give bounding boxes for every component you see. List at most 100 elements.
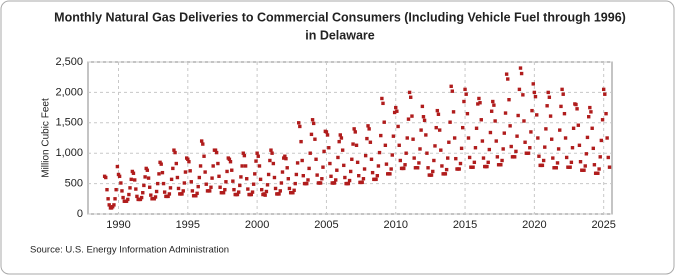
point bbox=[306, 178, 310, 182]
point bbox=[462, 99, 466, 104]
point bbox=[589, 110, 593, 114]
point bbox=[162, 190, 167, 194]
point bbox=[235, 192, 240, 197]
point bbox=[504, 72, 509, 76]
point bbox=[545, 104, 549, 108]
point bbox=[243, 164, 248, 168]
point bbox=[478, 101, 482, 105]
point bbox=[153, 195, 158, 199]
point bbox=[130, 169, 135, 174]
point bbox=[600, 118, 605, 122]
point bbox=[182, 181, 187, 185]
chart-title: in Delaware bbox=[305, 28, 375, 42]
point bbox=[147, 185, 152, 189]
point bbox=[231, 179, 235, 183]
y-axis-label: Million Cubic Feet bbox=[41, 98, 52, 178]
point bbox=[335, 168, 339, 172]
point bbox=[495, 155, 500, 159]
point bbox=[112, 203, 116, 207]
point bbox=[270, 151, 274, 155]
point bbox=[145, 168, 150, 172]
point bbox=[283, 154, 287, 158]
point bbox=[535, 113, 539, 117]
y-tick-label: 500 bbox=[65, 178, 83, 190]
point bbox=[253, 172, 257, 176]
point bbox=[435, 108, 440, 113]
point bbox=[389, 167, 393, 171]
point bbox=[546, 90, 550, 95]
point bbox=[310, 118, 315, 122]
point bbox=[502, 131, 506, 135]
point bbox=[536, 136, 540, 140]
point bbox=[334, 178, 338, 182]
point bbox=[585, 135, 590, 140]
point bbox=[459, 146, 464, 151]
point bbox=[142, 183, 146, 188]
point bbox=[394, 105, 398, 110]
point bbox=[300, 158, 304, 163]
point bbox=[298, 124, 302, 129]
point bbox=[294, 172, 299, 177]
point bbox=[367, 127, 371, 131]
y-tick-label: 0 bbox=[77, 208, 83, 220]
point bbox=[548, 114, 553, 118]
point bbox=[194, 194, 198, 198]
point bbox=[105, 187, 109, 192]
point bbox=[499, 163, 503, 167]
point bbox=[173, 150, 177, 155]
point bbox=[479, 118, 483, 122]
point bbox=[210, 176, 214, 180]
point bbox=[175, 175, 180, 180]
point bbox=[342, 163, 346, 168]
point bbox=[144, 166, 148, 171]
point bbox=[571, 126, 576, 130]
point bbox=[575, 107, 579, 111]
point bbox=[523, 140, 527, 144]
point bbox=[556, 147, 561, 151]
point bbox=[327, 146, 331, 150]
point bbox=[382, 120, 386, 124]
point bbox=[308, 151, 312, 155]
point bbox=[564, 155, 569, 160]
point bbox=[418, 147, 422, 151]
point bbox=[141, 191, 145, 195]
point bbox=[434, 125, 438, 130]
point bbox=[379, 133, 383, 138]
point bbox=[218, 185, 222, 189]
point bbox=[347, 178, 352, 183]
point bbox=[188, 169, 192, 173]
point bbox=[376, 164, 381, 168]
point bbox=[324, 130, 329, 134]
point bbox=[259, 187, 264, 192]
point bbox=[541, 158, 546, 163]
point bbox=[242, 153, 247, 158]
point bbox=[488, 130, 493, 135]
point bbox=[603, 92, 607, 96]
point bbox=[381, 101, 385, 106]
point bbox=[392, 110, 397, 115]
point bbox=[157, 172, 161, 176]
point bbox=[450, 89, 455, 93]
point bbox=[429, 173, 434, 177]
point bbox=[209, 185, 213, 189]
point bbox=[532, 90, 537, 95]
point bbox=[337, 139, 341, 144]
point bbox=[354, 143, 359, 147]
point bbox=[154, 189, 159, 194]
point bbox=[295, 161, 300, 165]
point bbox=[397, 143, 401, 147]
point bbox=[440, 164, 444, 168]
point bbox=[131, 171, 136, 175]
x-tick-label: 1995 bbox=[176, 219, 200, 231]
point bbox=[213, 148, 218, 152]
point bbox=[421, 115, 426, 119]
point bbox=[521, 93, 525, 97]
point bbox=[166, 194, 170, 199]
point bbox=[119, 181, 123, 185]
point bbox=[398, 158, 403, 163]
point bbox=[558, 128, 562, 132]
point bbox=[508, 124, 512, 128]
point bbox=[257, 164, 262, 168]
point bbox=[436, 112, 441, 116]
point bbox=[336, 155, 340, 160]
